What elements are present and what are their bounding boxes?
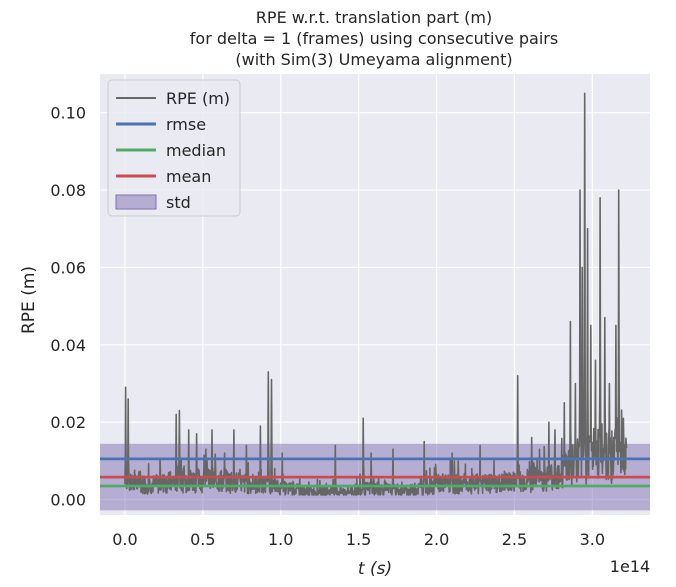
y-tick-label-3: 0.06 — [50, 258, 86, 277]
y-tick-label-4: 0.08 — [50, 181, 86, 200]
x-tick-labels: 0.0 0.5 1.0 1.5 2.0 2.5 3.0 — [112, 530, 605, 549]
chart-title-line-3: (with Sim(3) Umeyama alignment) — [235, 50, 512, 69]
y-axis-label: RPE (m) — [19, 266, 39, 334]
legend-label-mean: mean — [166, 167, 211, 186]
y-tick-labels: 0.00 0.02 0.04 0.06 0.08 0.10 — [50, 104, 86, 510]
y-tick-label-5: 0.10 — [50, 104, 86, 123]
chart-title-line-1: RPE w.r.t. translation part (m) — [256, 8, 492, 27]
x-tick-label-4: 2.0 — [424, 530, 449, 549]
legend-label-rmse: rmse — [166, 115, 206, 134]
stat-lines-layer — [100, 457, 650, 488]
x-axis-label: t (s) — [358, 559, 392, 579]
x-tick-label-1: 0.5 — [190, 530, 215, 549]
legend-box — [107, 79, 241, 217]
x-tick-label-3: 1.5 — [346, 530, 371, 549]
chart-title: RPE w.r.t. translation part (m) for delt… — [190, 8, 558, 69]
legend-label-rpe: RPE (m) — [166, 89, 230, 108]
x-axis-offset-label: 1e14 — [610, 557, 650, 576]
y-tick-label-1: 0.02 — [50, 413, 86, 432]
y-tick-label-0: 0.00 — [50, 491, 86, 510]
y-tick-label-2: 0.04 — [50, 336, 86, 355]
legend-label-median: median — [166, 141, 226, 160]
legend: RPE (m) rmse median mean std — [107, 79, 241, 217]
x-tick-label-5: 2.5 — [502, 530, 527, 549]
chart-title-line-2: for delta = 1 (frames) using consecutive… — [190, 29, 558, 48]
x-tick-label-6: 3.0 — [580, 530, 605, 549]
x-tick-label-0: 0.0 — [112, 530, 137, 549]
legend-label-std: std — [166, 193, 191, 212]
legend-swatch-std — [115, 194, 157, 210]
x-tick-label-2: 1.0 — [268, 530, 293, 549]
